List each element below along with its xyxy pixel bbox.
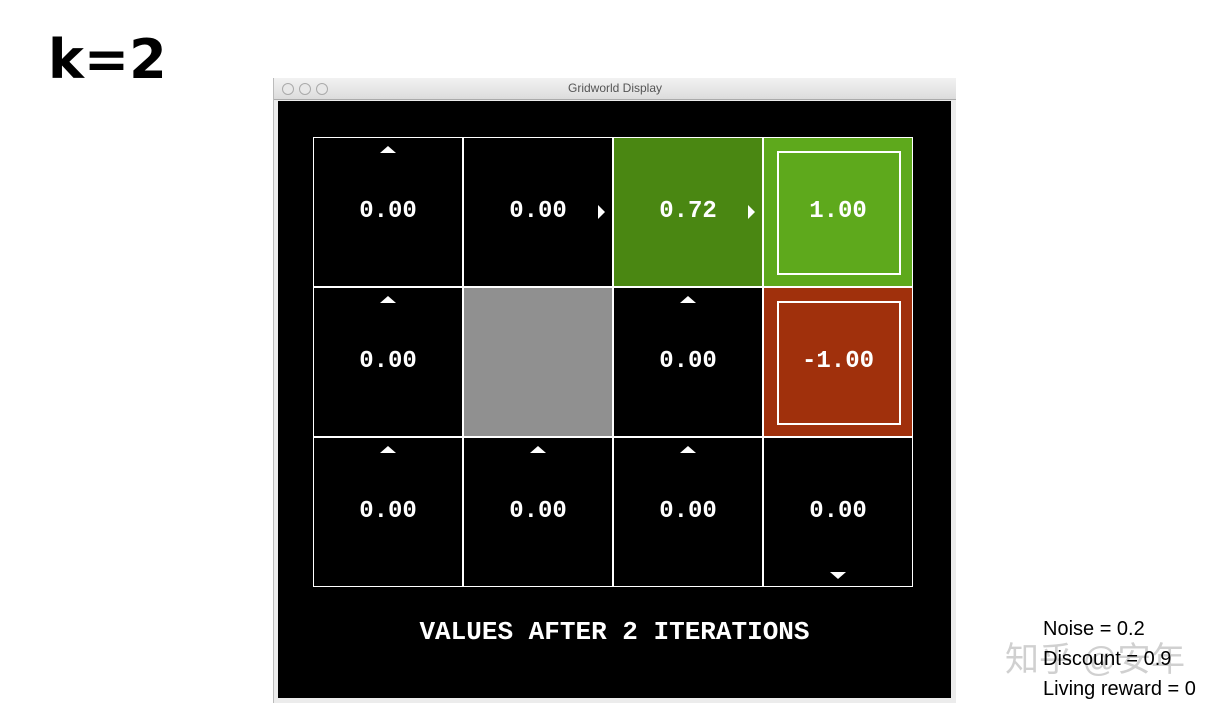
minimize-button[interactable] (299, 83, 311, 95)
arrow-right-icon (748, 205, 755, 219)
grid-cell: 0.00 (313, 437, 463, 587)
cell-value: 0.00 (809, 498, 867, 525)
parameters: Noise = 0.2 Discount = 0.9 Living reward… (1043, 614, 1196, 704)
terminal-cell: -1.00 (763, 287, 913, 437)
terminal-cell: 1.00 (763, 137, 913, 287)
slide-label: k=2 (48, 28, 167, 91)
gridworld-window: Gridworld Display 0.00 0.00 0.72 1.00 0.00 0.… (273, 78, 956, 703)
arrow-up-icon (680, 296, 696, 303)
arrow-up-icon (680, 446, 696, 453)
arrow-down-icon (830, 572, 846, 579)
cell-value: 0.00 (359, 498, 417, 525)
grid-cell: 0.00 (613, 287, 763, 437)
grid-cell: 0.00 (463, 137, 613, 287)
noise-label: Noise = 0.2 (1043, 618, 1145, 640)
cell-value: 0.00 (509, 198, 567, 225)
cell-value: 0.72 (659, 198, 717, 225)
terminal-border (777, 301, 901, 425)
cell-value: 0.00 (359, 348, 417, 375)
close-button[interactable] (282, 83, 294, 95)
arrow-up-icon (380, 296, 396, 303)
arrow-right-icon (598, 205, 605, 219)
watermark: 知乎 @安年 (1005, 641, 1185, 679)
terminal-border (777, 151, 901, 275)
gridworld-canvas: 0.00 0.00 0.72 1.00 0.00 0.00 -1.00 0.00 0.00 0.0… (278, 101, 951, 698)
iteration-caption: VALUES AFTER 2 ITERATIONS (419, 617, 810, 647)
arrow-up-icon (380, 146, 396, 153)
living-reward-label: Living reward = 0 (1043, 678, 1196, 700)
cell-value: 0.00 (659, 498, 717, 525)
cell-value: 1.00 (809, 198, 867, 225)
arrow-up-icon (530, 446, 546, 453)
zoom-button[interactable] (316, 83, 328, 95)
grid-cell: 0.72 (613, 137, 763, 287)
cell-value: 0.00 (509, 498, 567, 525)
cell-value: 0.00 (359, 198, 417, 225)
title-bar: Gridworld Display (274, 78, 956, 100)
wall-cell (463, 287, 613, 437)
discount-label: Discount = 0.9 (1043, 648, 1172, 670)
grid-cell: 0.00 (313, 137, 463, 287)
grid-cell: 0.00 (763, 437, 913, 587)
grid-cell: 0.00 (613, 437, 763, 587)
grid-cell: 0.00 (313, 287, 463, 437)
cell-value: -1.00 (801, 348, 874, 375)
grid-cell: 0.00 (463, 437, 613, 587)
cell-value: 0.00 (659, 348, 717, 375)
window-title: Gridworld Display (567, 81, 663, 95)
arrow-up-icon (380, 446, 396, 453)
